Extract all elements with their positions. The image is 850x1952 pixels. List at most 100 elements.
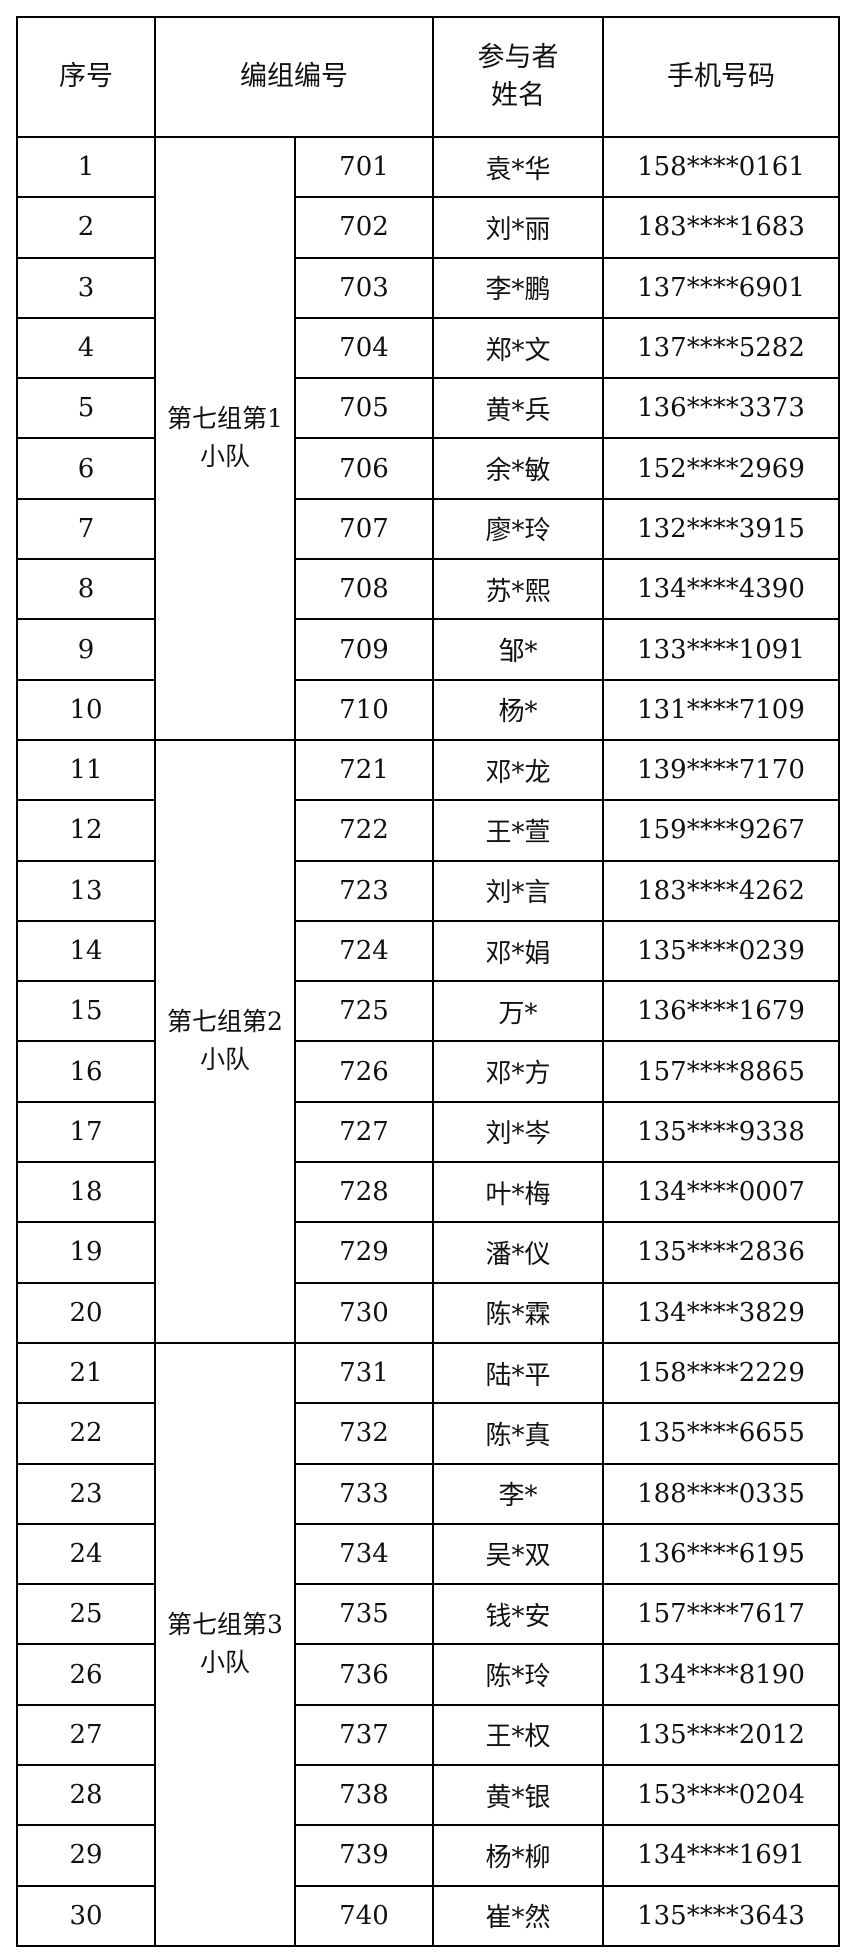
participant-name: 李* — [432, 1462, 604, 1525]
table-row: 28 738 黄*银 153****0204 — [16, 1764, 840, 1827]
phone-number: 131****7109 — [602, 678, 840, 741]
group-code: 721 — [294, 738, 434, 802]
participant-name: 吴*双 — [432, 1522, 604, 1586]
participant-name: 王*权 — [432, 1703, 604, 1767]
phone-number: 158****0161 — [602, 135, 840, 199]
table-row: 26 736 陈*玲 134****8190 — [16, 1643, 840, 1706]
row-index: 16 — [16, 1040, 156, 1103]
group-code: 729 — [294, 1221, 434, 1284]
table-row: 20 730 陈*霖 134****3829 — [16, 1281, 840, 1344]
phone-number: 134****8190 — [602, 1643, 840, 1706]
table-row: 7 707 廖*玲 132****3915 — [16, 497, 840, 561]
phone-number: 132****3915 — [602, 497, 840, 561]
row-index: 29 — [16, 1824, 156, 1887]
phone-number: 137****6901 — [602, 256, 840, 319]
participant-name: 叶*梅 — [432, 1161, 604, 1224]
row-index: 25 — [16, 1583, 156, 1646]
group-code: 723 — [294, 859, 434, 922]
phone-number: 136****6195 — [602, 1522, 840, 1586]
participant-name: 邹* — [432, 618, 604, 681]
table-row: 13 723 刘*言 183****4262 — [16, 859, 840, 922]
participant-name: 袁*华 — [432, 135, 604, 199]
row-index: 30 — [16, 1884, 156, 1947]
row-index: 22 — [16, 1402, 156, 1465]
participant-name: 邓*方 — [432, 1040, 604, 1103]
group-code: 732 — [294, 1402, 434, 1465]
participant-name: 黄*兵 — [432, 377, 604, 440]
participant-name: 杨*柳 — [432, 1824, 604, 1887]
participant-name: 潘*仪 — [432, 1221, 604, 1284]
table-row: 6 706 余*敏 152****2969 — [16, 437, 840, 500]
group-code: 701 — [294, 135, 434, 199]
table-row: 8 708 苏*熙 134****4390 — [16, 558, 840, 621]
row-index: 4 — [16, 316, 156, 380]
participant-name: 万* — [432, 980, 604, 1043]
participant-name: 廖*玲 — [432, 497, 604, 561]
header-row: 序号 编组编号 参与者 姓名 手机号码 — [16, 16, 840, 138]
phone-number: 137****5282 — [602, 316, 840, 380]
row-index: 21 — [16, 1341, 156, 1405]
group-code: 735 — [294, 1583, 434, 1646]
table-body: 1 第七组第1小队 701 袁*华 158****0161 2 702 刘*丽 183****1… — [16, 135, 840, 1947]
table-row: 23 733 李* 188****0335 — [16, 1462, 840, 1525]
group-code: 702 — [294, 196, 434, 259]
participant-name: 陆*平 — [432, 1341, 604, 1405]
participant-name: 黄*银 — [432, 1764, 604, 1827]
phone-number: 157****7617 — [602, 1583, 840, 1646]
phone-number: 188****0335 — [602, 1462, 840, 1525]
phone-number: 152****2969 — [602, 437, 840, 500]
participant-name: 刘*丽 — [432, 196, 604, 259]
phone-number: 134****0007 — [602, 1161, 840, 1224]
row-index: 10 — [16, 678, 156, 741]
phone-number: 139****7170 — [602, 738, 840, 802]
participant-name: 李*鹏 — [432, 256, 604, 319]
row-index: 3 — [16, 256, 156, 319]
phone-number: 134****1691 — [602, 1824, 840, 1887]
header-phone: 手机号码 — [602, 16, 840, 138]
row-index: 28 — [16, 1764, 156, 1827]
group-code: 728 — [294, 1161, 434, 1224]
group-code: 709 — [294, 618, 434, 681]
participant-name: 余*敏 — [432, 437, 604, 500]
group-code: 722 — [294, 799, 434, 862]
table-row: 18 728 叶*梅 134****0007 — [16, 1161, 840, 1224]
row-index: 9 — [16, 618, 156, 681]
table-row: 5 705 黄*兵 136****3373 — [16, 377, 840, 440]
row-index: 11 — [16, 738, 156, 802]
group-code: 739 — [294, 1824, 434, 1887]
table-row: 19 729 潘*仪 135****2836 — [16, 1221, 840, 1284]
group-code: 704 — [294, 316, 434, 380]
table-row: 21 第七组第3小队 731 陆*平 158****2229 — [16, 1341, 840, 1947]
row-index: 20 — [16, 1281, 156, 1344]
row-index: 23 — [16, 1462, 156, 1525]
group-code: 705 — [294, 377, 434, 440]
row-index: 26 — [16, 1643, 156, 1706]
group-code: 706 — [294, 437, 434, 500]
table-row: 1 第七组第1小队 701 袁*华 158****0161 — [16, 135, 840, 741]
participant-name: 郑*文 — [432, 316, 604, 380]
group-code: 730 — [294, 1281, 434, 1344]
table-row: 9 709 邹* 133****1091 — [16, 618, 840, 681]
row-index: 13 — [16, 859, 156, 922]
table-row: 22 732 陈*真 135****6655 — [16, 1402, 840, 1465]
phone-number: 136****1679 — [602, 980, 840, 1043]
group-code: 734 — [294, 1522, 434, 1586]
phone-number: 157****8865 — [602, 1040, 840, 1103]
group-code: 737 — [294, 1703, 434, 1767]
row-index: 19 — [16, 1221, 156, 1284]
table-row: 15 725 万* 136****1679 — [16, 980, 840, 1043]
phone-number: 135****3643 — [602, 1884, 840, 1947]
group-code: 727 — [294, 1100, 434, 1164]
group-code: 707 — [294, 497, 434, 561]
row-index: 6 — [16, 437, 156, 500]
table-row: 4 704 郑*文 137****5282 — [16, 316, 840, 380]
participant-name: 刘*岑 — [432, 1100, 604, 1164]
row-index: 7 — [16, 497, 156, 561]
row-index: 1 — [16, 135, 156, 199]
row-index: 12 — [16, 799, 156, 862]
phone-number: 158****2229 — [602, 1341, 840, 1405]
row-index: 24 — [16, 1522, 156, 1586]
table-row: 14 724 邓*娟 135****0239 — [16, 919, 840, 983]
phone-number: 159****9267 — [602, 799, 840, 862]
participant-name: 杨* — [432, 678, 604, 741]
